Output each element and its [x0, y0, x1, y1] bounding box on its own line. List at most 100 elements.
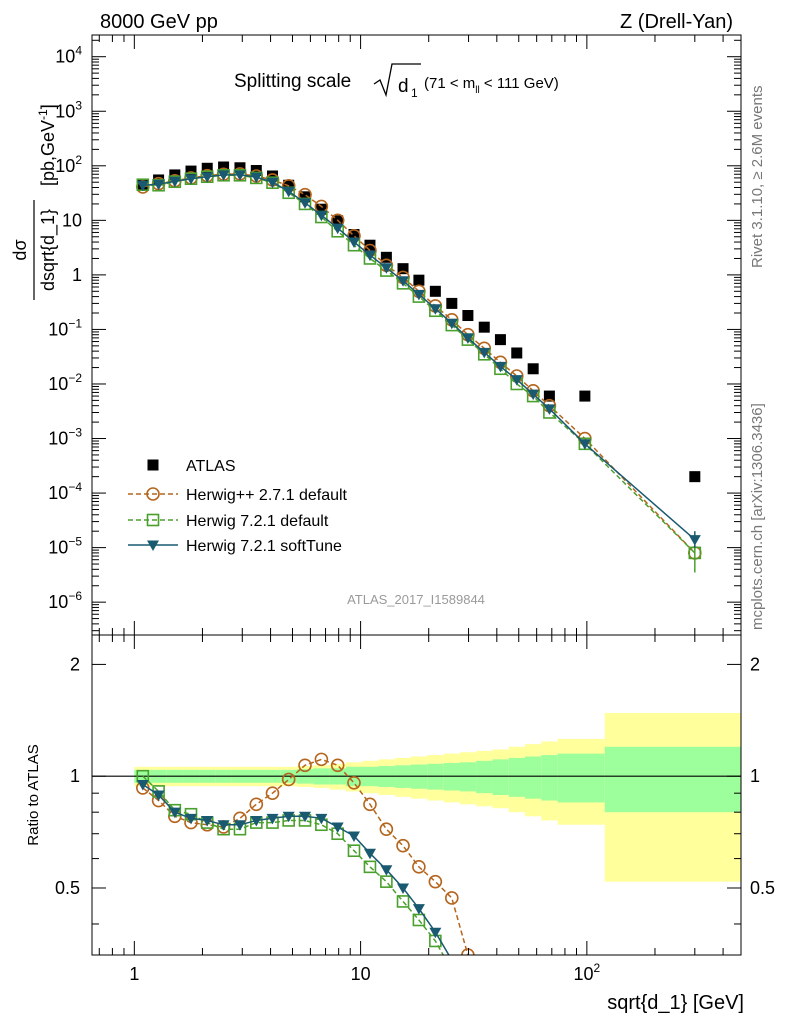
ratio-point-herwig-7-2-1-default: [446, 965, 457, 976]
axes-layer: 1 10 102 10−6 10−5 10−4 10−3 10−2 10−1 1 10 102 103 1…: [48, 35, 775, 984]
ratio-point-herwig-7-2-1-softtune: [380, 865, 393, 876]
data-point-herwig-7-2-1-softtune: [136, 180, 149, 192]
ratio-point-herwig-7-2-1-default: [396, 895, 410, 908]
main-y-tick-label: 10−2: [48, 371, 82, 394]
main-series-layer: [135, 161, 702, 573]
ratio-point-herwig-7-2-1-softtune: [233, 820, 246, 831]
data-point-herwig-7-2-1-default: [250, 171, 263, 185]
data-point-atlas: [689, 471, 701, 483]
ratio-point-herwig-2-7-1-default: [412, 860, 426, 874]
data-point-herwig-7-2-1-softtune: [380, 263, 393, 274]
series-line-herwig-7-2-1-softtune: [142, 174, 696, 541]
x-tick-label: 1: [129, 964, 139, 984]
main-y-tick-label: 102: [55, 153, 82, 176]
data-point-atlas: [478, 321, 490, 333]
ratio-point-herwig-7-2-1-default: [347, 844, 361, 858]
legend-label-herwig-2-7-1-default: Herwig++ 2.7.1 default: [186, 487, 348, 504]
main-y-tick-label: 10−4: [48, 480, 82, 503]
data-point-atlas: [348, 229, 360, 241]
data-point-herwig-7-2-1-softtune: [510, 375, 523, 386]
ratio-point-herwig-2-7-1-default: [347, 775, 361, 790]
title-range: (71 < mll < 111 GeV): [424, 75, 559, 96]
ylabel-denominator: dsqrt{d_1}: [38, 209, 59, 291]
legend-label-herwig-7-2-1-softtune: Herwig 7.2.1 softTune: [186, 538, 342, 555]
data-point-atlas: [579, 390, 591, 402]
data-point-herwig-7-2-1-softtune: [217, 170, 230, 181]
main-y-tick-label: 1: [72, 265, 82, 285]
data-point-atlas: [185, 165, 197, 177]
svg-text:Splitting scale: Splitting scale: [234, 71, 351, 92]
data-point-atlas: [397, 263, 409, 275]
ratio-point-herwig-7-2-1-softtune: [250, 815, 263, 827]
main-y-tick-label: 103: [55, 98, 82, 121]
ratio-y-tick-label: 2: [70, 654, 80, 674]
ratio-point-herwig-2-7-1-default: [461, 948, 475, 955]
series-line-herwig-2-7-1-default: [142, 173, 696, 554]
data-point-atlas: [429, 285, 441, 297]
ylabel-numerator: dσ: [10, 239, 30, 260]
data-point-atlas: [201, 162, 213, 174]
data-point-herwig-7-2-1-softtune: [282, 186, 295, 198]
ratio-point-herwig-7-2-1-softtune: [412, 904, 425, 915]
data-point-atlas: [543, 390, 555, 402]
ratio-point-herwig-7-2-1-softtune: [347, 831, 360, 843]
ratio-point-herwig-7-2-1-softtune: [168, 807, 181, 819]
data-point-herwig-7-2-1-softtune: [315, 210, 328, 222]
data-point-herwig-7-2-1-softtune: [201, 172, 214, 183]
ratio-point-herwig-7-2-1-softtune: [282, 811, 295, 823]
data-point-herwig-7-2-1-softtune: [363, 250, 376, 262]
ratio-point-herwig-7-2-1-softtune: [266, 813, 279, 825]
side-label-bottom: mcplots.cern.ch [arXiv:1306.3436]: [749, 403, 766, 630]
legend-marker-atlas: [147, 459, 159, 471]
data-point-herwig-7-2-1-softtune: [445, 318, 458, 330]
ratio-point-herwig-7-2-1-softtune: [462, 983, 474, 994]
band-inner-24: [525, 756, 542, 799]
ratio-point-herwig-7-2-1-default: [363, 860, 377, 874]
legend-marker-herwig-2-7-1-default: [146, 487, 160, 501]
ratio-point-herwig-7-2-1-softtune: [363, 848, 376, 860]
ratio-y-tick-label: 1: [70, 766, 80, 786]
data-point-atlas: [462, 310, 474, 322]
ratio-point-herwig-2-7-1-default: [298, 758, 312, 773]
band-inner-22: [492, 759, 509, 795]
ratio-point-herwig-2-7-1-default: [314, 752, 329, 767]
data-point-herwig-7-2-1-softtune: [397, 276, 410, 287]
data-point-herwig-7-2-1-softtune: [461, 333, 474, 344]
ratio-point-herwig-7-2-1-softtune: [331, 822, 344, 833]
band-inner-21: [476, 760, 493, 794]
data-point-atlas: [446, 297, 458, 309]
ratio-point-herwig-7-2-1-default: [462, 994, 473, 1005]
data-point-atlas: [527, 363, 539, 375]
data-point-herwig-7-2-1-softtune: [168, 176, 181, 188]
x-tick-label: 10: [351, 964, 371, 984]
main-ylabel: dσ dsqrt{d_1} [pb,GeV-1]: [10, 104, 59, 300]
ratio-y-tick-label: 0.5: [55, 878, 80, 898]
data-point-herwig-7-2-1-softtune: [152, 179, 165, 191]
ratio-bands: [134, 712, 741, 882]
ratio-y-tick-label-right: 0.5: [750, 878, 775, 898]
ylabel-units: [pb,GeV-1]: [36, 104, 58, 186]
data-point-herwig-7-2-1-softtune: [527, 389, 540, 401]
ratio-point-herwig-7-2-1-softtune: [429, 927, 442, 939]
sqrt-sign: [373, 63, 421, 98]
main-y-tick-label: 10−5: [48, 535, 82, 558]
data-point-atlas: [380, 251, 392, 263]
data-point-herwig-7-2-1-softtune: [331, 223, 344, 235]
ratio-point-herwig-7-2-1-softtune: [397, 883, 410, 894]
data-point-herwig-7-2-1-softtune: [266, 177, 279, 189]
data-point-atlas: [511, 347, 523, 359]
legend: ATLAS Herwig++ 2.7.1 default Herwig 7.2.1 …: [128, 458, 348, 555]
legend-label-atlas: ATLAS: [186, 458, 236, 475]
data-point-herwig-7-2-1-softtune: [494, 361, 507, 373]
ratio-point-herwig-7-2-1-softtune: [446, 955, 458, 966]
ratio-point-herwig-2-7-1-default: [396, 838, 410, 853]
ratio-point-herwig-7-2-1-softtune: [315, 813, 328, 825]
side-label-top: Rivet 3.1.10, ≥ 2.6M events: [749, 86, 766, 269]
data-point-atlas: [315, 203, 327, 215]
x-tick-label: 102: [574, 961, 601, 984]
ratio-point-herwig-2-7-1-default: [379, 822, 394, 836]
title-sqrt-symbol: d: [398, 76, 409, 97]
ratio-point-herwig-7-2-1-softtune: [152, 790, 165, 801]
ratio-point-herwig-7-2-1-softtune: [136, 779, 149, 791]
